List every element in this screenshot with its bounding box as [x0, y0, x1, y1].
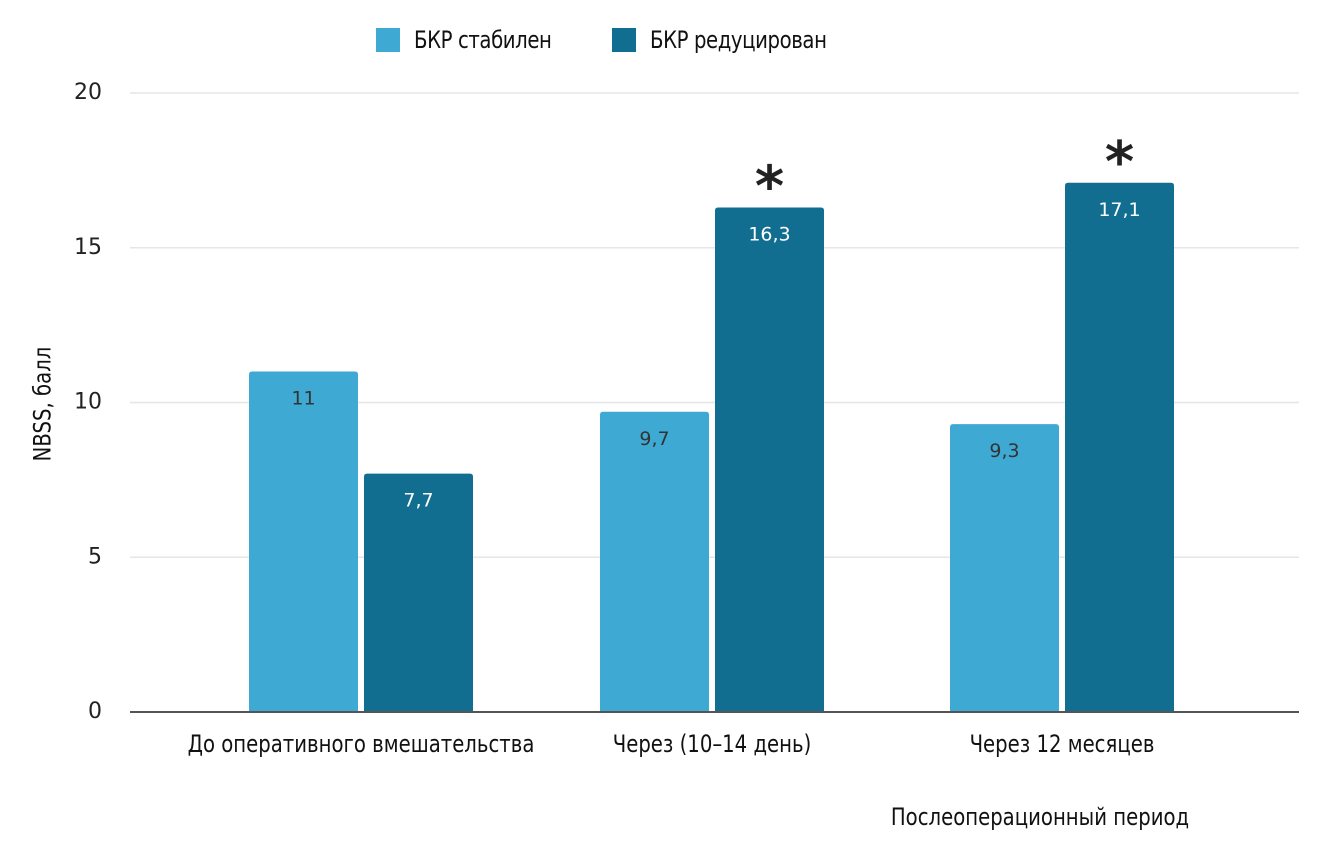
y-tick-label: 20: [74, 80, 102, 105]
legend-item-stable: БКР стабилен: [376, 26, 582, 54]
legend-swatch-stable: [376, 28, 400, 52]
data-label: 16,3: [748, 224, 790, 246]
bar: [364, 473, 473, 712]
legend-item-reduced: БКР редуцирован: [611, 26, 865, 54]
bar: [950, 424, 1059, 712]
data-label: 7,7: [403, 490, 433, 512]
x-category-label: Через (10–14 день): [613, 731, 812, 758]
x-axis-title: Послеоперационный период: [891, 804, 1189, 831]
bar: [1065, 182, 1174, 712]
bar: [600, 411, 709, 712]
y-tick-label: 15: [74, 235, 102, 260]
y-axis-ticks: 0 5 10 15 20: [74, 80, 102, 724]
data-labels: 11 7,7 9,7 16,3 9,3 17,1 * *: [291, 130, 1140, 512]
data-label: 9,7: [639, 428, 669, 450]
y-tick-label: 10: [74, 390, 102, 415]
significance-asterisk: *: [1105, 130, 1134, 195]
legend-label-stable: БКР стабилен: [414, 26, 552, 54]
legend: БКР стабилен БКР редуцирован: [376, 26, 895, 54]
y-axis-title: NBSS, балл: [30, 347, 57, 462]
bar: [249, 371, 358, 712]
x-axis-categories: До оперативного вмешательства Через (10–1…: [188, 731, 1155, 758]
bar: [715, 207, 824, 712]
legend-label-reduced: БКР редуцирован: [649, 26, 827, 54]
significance-asterisk: *: [755, 155, 784, 220]
x-category-label: Через 12 месяцев: [970, 731, 1155, 758]
y-tick-label: 5: [88, 544, 102, 569]
y-tick-label: 0: [88, 699, 102, 724]
data-label: 9,3: [989, 440, 1019, 462]
data-label: 11: [291, 388, 315, 410]
x-category-label: До оперативного вмешательства: [188, 731, 535, 758]
bars: [249, 182, 1174, 712]
legend-swatch-reduced: [611, 28, 636, 52]
data-label: 17,1: [1098, 199, 1140, 221]
